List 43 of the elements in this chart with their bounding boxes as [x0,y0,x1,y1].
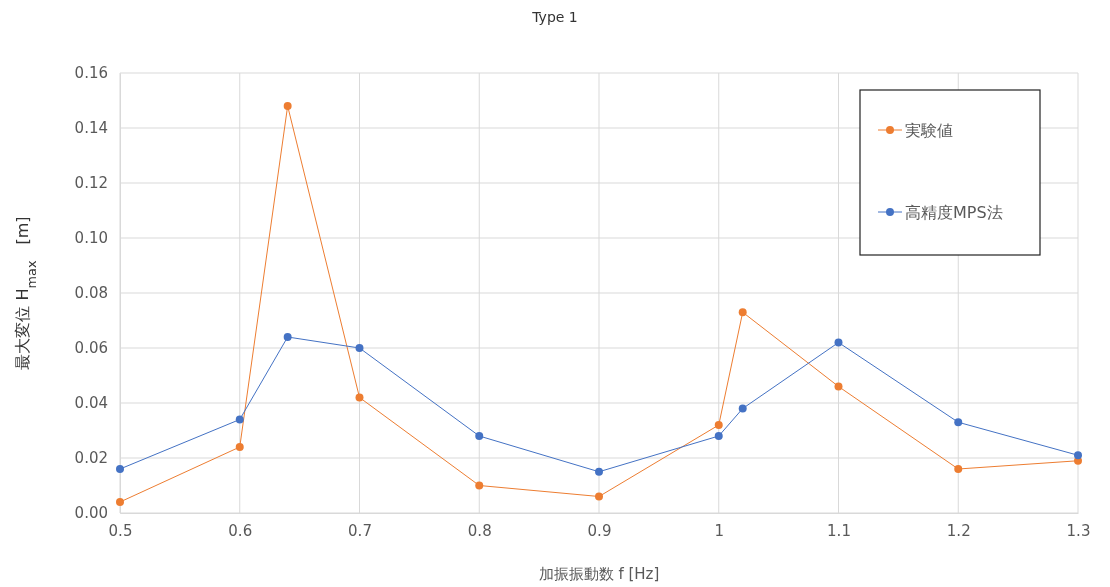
x-tick-label: 1 [714,521,725,540]
y-tick-label: 0.08 [74,284,108,303]
point [475,432,484,440]
point [355,393,364,402]
point [714,432,723,440]
chart-title: Type 1 [531,9,578,25]
point [283,102,292,110]
y-tick-label: 0.06 [74,339,108,358]
y-tick-label: 0.14 [74,119,108,138]
point [283,333,292,341]
x-tick-label: 0.7 [348,521,372,540]
x-axis-title: 加振振動数 f [Hz] [538,565,660,583]
point [738,308,747,317]
x-tick-label: 1.1 [827,521,851,540]
point [1074,451,1082,460]
x-tick-label: 1.2 [946,521,971,540]
point [954,465,963,473]
point [355,344,364,352]
point [834,338,843,347]
y-tick-label: 0.16 [74,64,108,83]
y-tick-label: 0.02 [74,449,108,468]
x-tick-label: 0.5 [108,521,133,540]
legend-label: 実験値 [905,121,953,140]
y-tick-label: 0.00 [74,504,108,523]
point [235,443,244,451]
x-tick-label: 1.3 [1066,521,1091,540]
point [595,467,603,476]
point [235,415,244,424]
x-tick-label: 0.9 [587,521,612,540]
point [834,382,843,391]
y-tick-label: 0.04 [74,394,108,413]
point [954,418,963,427]
point [714,421,723,429]
y-tick-label: 0.12 [74,174,108,193]
x-tick-label: 0.6 [228,521,253,540]
point [595,492,603,501]
point [475,481,484,490]
point [116,465,124,473]
legend-label: 高精度MPS法 [905,203,1003,222]
point [738,404,747,413]
y-tick-label: 0.10 [74,229,108,248]
x-tick-label: 0.8 [467,521,492,540]
point [116,498,124,506]
